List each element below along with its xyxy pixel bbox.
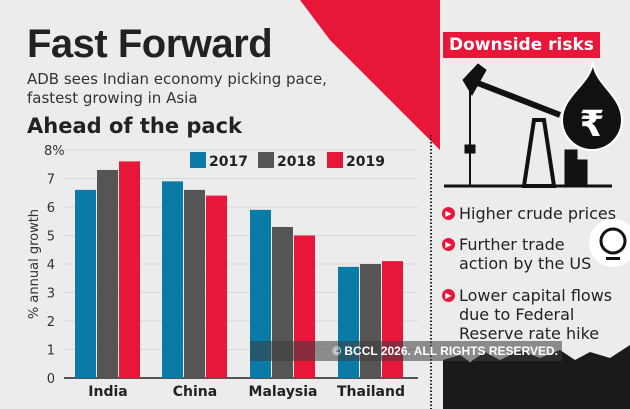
bar-india-2017 — [75, 189, 96, 378]
bar-thailand-2017 — [338, 266, 359, 378]
risk-text: Further trade action by the US — [459, 235, 592, 273]
page-title: Fast Forward — [27, 22, 273, 66]
legend-swatch — [190, 152, 206, 168]
risk-item: ▶ Further trade action by the US — [442, 235, 599, 273]
bullet-icon: ▶ — [442, 238, 455, 251]
risk-text: Lower capital flows due to Federal Reser… — [459, 286, 613, 343]
legend-swatch — [327, 152, 343, 168]
y-tick-label: 8% — [44, 144, 65, 159]
y-axis-label: % annual growth — [27, 209, 42, 319]
legend-swatch — [258, 152, 274, 168]
skyline-silhouette — [443, 345, 630, 409]
bullet-icon: ▶ — [442, 289, 455, 302]
legend-label: 2017 — [209, 154, 248, 170]
y-tick-label: 5 — [47, 230, 55, 245]
x-tick-label: Thailand — [337, 384, 405, 400]
x-tick-label: Malaysia — [249, 384, 318, 400]
risks-heading: Downside risks — [443, 32, 600, 58]
legend-label: 2019 — [346, 154, 385, 170]
svg-text:₹: ₹ — [579, 104, 604, 145]
bullet-icon: ▶ — [442, 207, 455, 220]
bar-china-2018 — [184, 189, 205, 378]
red-arrow — [300, 0, 440, 150]
y-tick-label: 0 — [47, 372, 55, 387]
y-tick-label: 7 — [47, 173, 55, 188]
bar-china-2019 — [206, 195, 227, 378]
watermark: © BCCL 2026. ALL RIGHTS RESERVED. — [250, 341, 562, 361]
risk-text: Higher crude prices — [459, 204, 617, 223]
bar-china-2017 — [162, 181, 183, 378]
bar-india-2019 — [119, 161, 140, 378]
bar-india-2018 — [97, 169, 118, 378]
globe-icon — [589, 219, 630, 267]
oil-pump-icon — [444, 63, 612, 188]
chart-title: Ahead of the pack — [27, 114, 242, 138]
subtitle: ADB sees Indian economy picking pace, fa… — [27, 70, 327, 107]
x-tick-label: China — [173, 384, 217, 400]
legend-label: 2018 — [277, 154, 316, 170]
y-tick-label: 4 — [47, 258, 55, 273]
bar-malaysia-2018 — [272, 226, 293, 378]
y-tick-label: 1 — [47, 344, 55, 359]
y-tick-label: 2 — [47, 315, 55, 330]
bar-malaysia-2017 — [250, 209, 271, 378]
y-tick-label: 6 — [47, 201, 55, 216]
x-tick-label: India — [88, 384, 127, 400]
risk-item: ▶ Higher crude prices — [442, 204, 630, 223]
rupee-drop-icon: ₹ — [560, 61, 624, 151]
y-tick-label: 3 — [47, 287, 55, 302]
risk-item: ▶ Lower capital flows due to Federal Rese… — [442, 286, 629, 343]
